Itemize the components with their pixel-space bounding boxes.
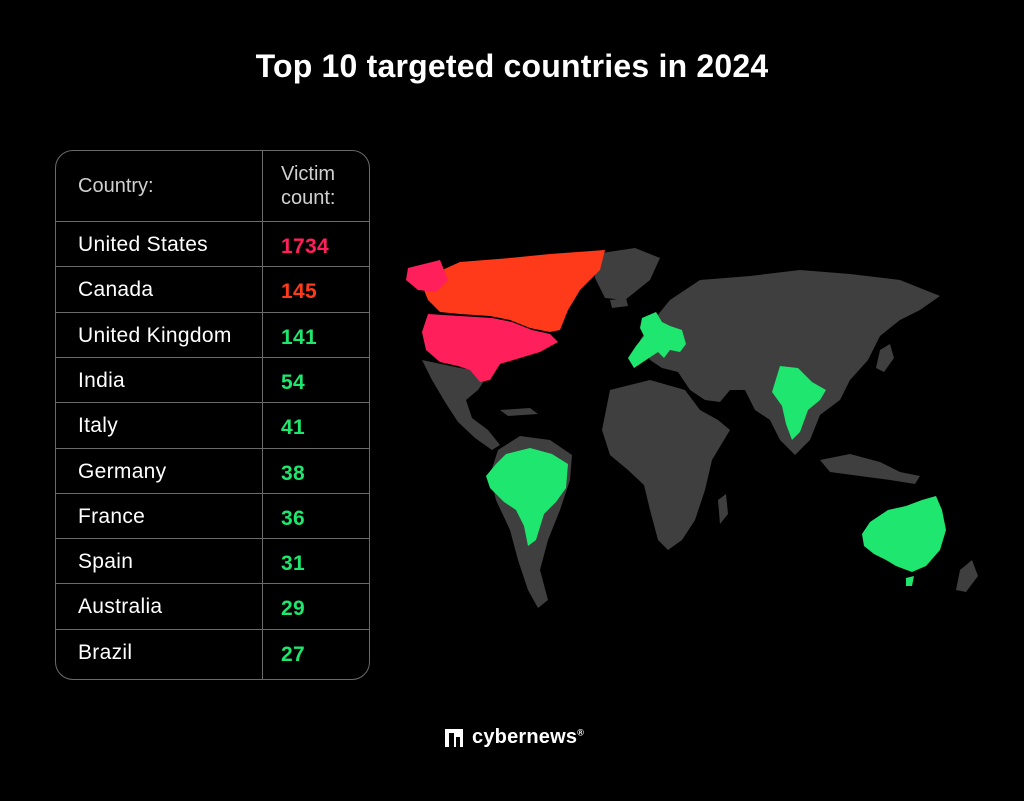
alaska-shape	[406, 260, 448, 292]
europe-highlight-shape	[628, 312, 686, 368]
world-map	[406, 248, 978, 608]
new-zealand-shape	[956, 560, 978, 592]
country-name: Germany	[78, 459, 167, 483]
header-count-line1: Victim	[281, 163, 336, 185]
iceland-shape	[610, 298, 628, 308]
table-header-row: Country: Victim count:	[56, 151, 369, 221]
mexico-shape	[422, 360, 500, 450]
country-name: France	[78, 504, 146, 528]
africa-shape	[602, 380, 730, 550]
brazil-shape	[486, 448, 568, 546]
greenland-shape	[595, 248, 660, 300]
table-row: United States 1734	[56, 221, 369, 267]
madagascar-shape	[718, 494, 728, 524]
header-country: Country:	[78, 175, 154, 197]
brand-name: cybernews®	[472, 726, 585, 748]
tasmania-shape	[906, 576, 914, 586]
caribbean-shape	[500, 408, 538, 416]
table-row: Germany 38	[56, 447, 369, 494]
southeast-asia-islands-shape	[820, 454, 920, 484]
united-states-shape	[422, 314, 558, 382]
victim-count: 141	[281, 325, 317, 349]
country-name: Canada	[78, 278, 154, 302]
table-row: Canada 145	[56, 266, 369, 312]
brand-logo: cybernews®	[444, 726, 584, 749]
table-row: Australia 29	[56, 583, 369, 629]
victim-count: 54	[281, 370, 305, 394]
victim-count: 1734	[281, 235, 329, 258]
header-count-line2: count:	[281, 187, 336, 209]
table-row: Spain 31	[56, 538, 369, 584]
country-name: Brazil	[78, 640, 133, 664]
country-name: Australia	[78, 595, 163, 619]
eurasia-shape	[640, 270, 940, 455]
country-name: United States	[78, 233, 208, 256]
victim-count: 145	[281, 280, 317, 304]
india-shape	[772, 366, 826, 440]
victim-count-table: Country: Victim count: United States 1734…	[55, 150, 370, 680]
table-row: Brazil 27	[56, 628, 369, 675]
page-title: Top 10 targeted countries in 2024	[255, 48, 769, 84]
column-divider	[262, 151, 263, 679]
victim-count: 38	[281, 461, 305, 485]
country-name: Italy	[78, 414, 119, 438]
country-name: Spain	[78, 550, 134, 574]
table-row: France 36	[56, 492, 369, 539]
country-name: United Kingdom	[78, 323, 232, 347]
japan-shape	[876, 344, 894, 372]
victim-count: 31	[281, 552, 305, 576]
table-row: India 54	[56, 356, 369, 403]
victim-count: 27	[281, 642, 305, 666]
country-name: India	[78, 368, 126, 392]
australia-shape	[862, 496, 946, 572]
victim-count: 41	[281, 416, 305, 440]
table-row: United Kingdom 141	[56, 311, 369, 358]
cybernews-logo-icon	[445, 728, 463, 747]
victim-count: 29	[281, 597, 305, 621]
canada-shape	[420, 250, 605, 332]
table-row: Italy 41	[56, 402, 369, 448]
victim-count: 36	[281, 506, 305, 530]
